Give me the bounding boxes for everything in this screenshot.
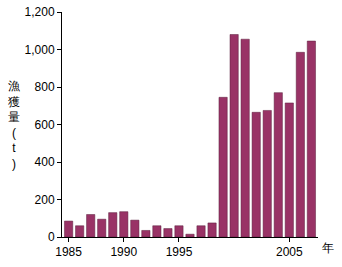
svg-text:1985: 1985 [55,245,82,259]
svg-text:1,000: 1,000 [25,43,55,57]
svg-text:1990: 1990 [110,245,137,259]
svg-text:400: 400 [35,155,55,169]
svg-text:1,200: 1,200 [25,5,55,19]
svg-text:2005: 2005 [276,245,303,259]
svg-text:600: 600 [35,118,55,132]
svg-text:年: 年 [322,241,334,255]
svg-text:800: 800 [35,80,55,94]
svg-text:0: 0 [48,230,55,244]
svg-text:200: 200 [35,193,55,207]
svg-text:漁獲量(t): 漁獲量(t) [8,79,20,171]
svg-text:1995: 1995 [166,245,193,259]
